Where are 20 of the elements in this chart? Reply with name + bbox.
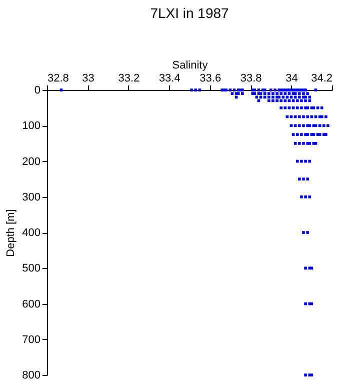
x-tick-label: 34 <box>286 72 298 84</box>
y-tick-label: 600 <box>22 298 40 310</box>
y-tick-label: 700 <box>22 334 40 346</box>
x-tick-label: 32.8 <box>48 72 69 84</box>
y-tick-label: 300 <box>22 191 40 204</box>
x-tick-label: 33.6 <box>200 72 222 84</box>
y-tick-label: 400 <box>22 227 40 239</box>
y-tick-label: 0 <box>34 84 40 96</box>
x-tick-label: 33 <box>82 72 94 84</box>
y-tick-label: 800 <box>22 370 40 382</box>
y-tick-label: 100 <box>22 120 40 132</box>
x-tick-label: 33.8 <box>240 72 262 84</box>
x-axis-title: Salinity <box>172 60 208 72</box>
y-tick-label: 500 <box>22 262 40 275</box>
chart-title: 7LXI in 1987 <box>150 5 230 21</box>
y-axis-title: Depth [m] <box>5 209 18 257</box>
x-tick-label: 34.2 <box>311 72 332 84</box>
y-tick-label: 200 <box>22 156 40 168</box>
x-tick-label: 33.4 <box>158 72 180 84</box>
x-tick-label: 33.2 <box>118 72 140 84</box>
